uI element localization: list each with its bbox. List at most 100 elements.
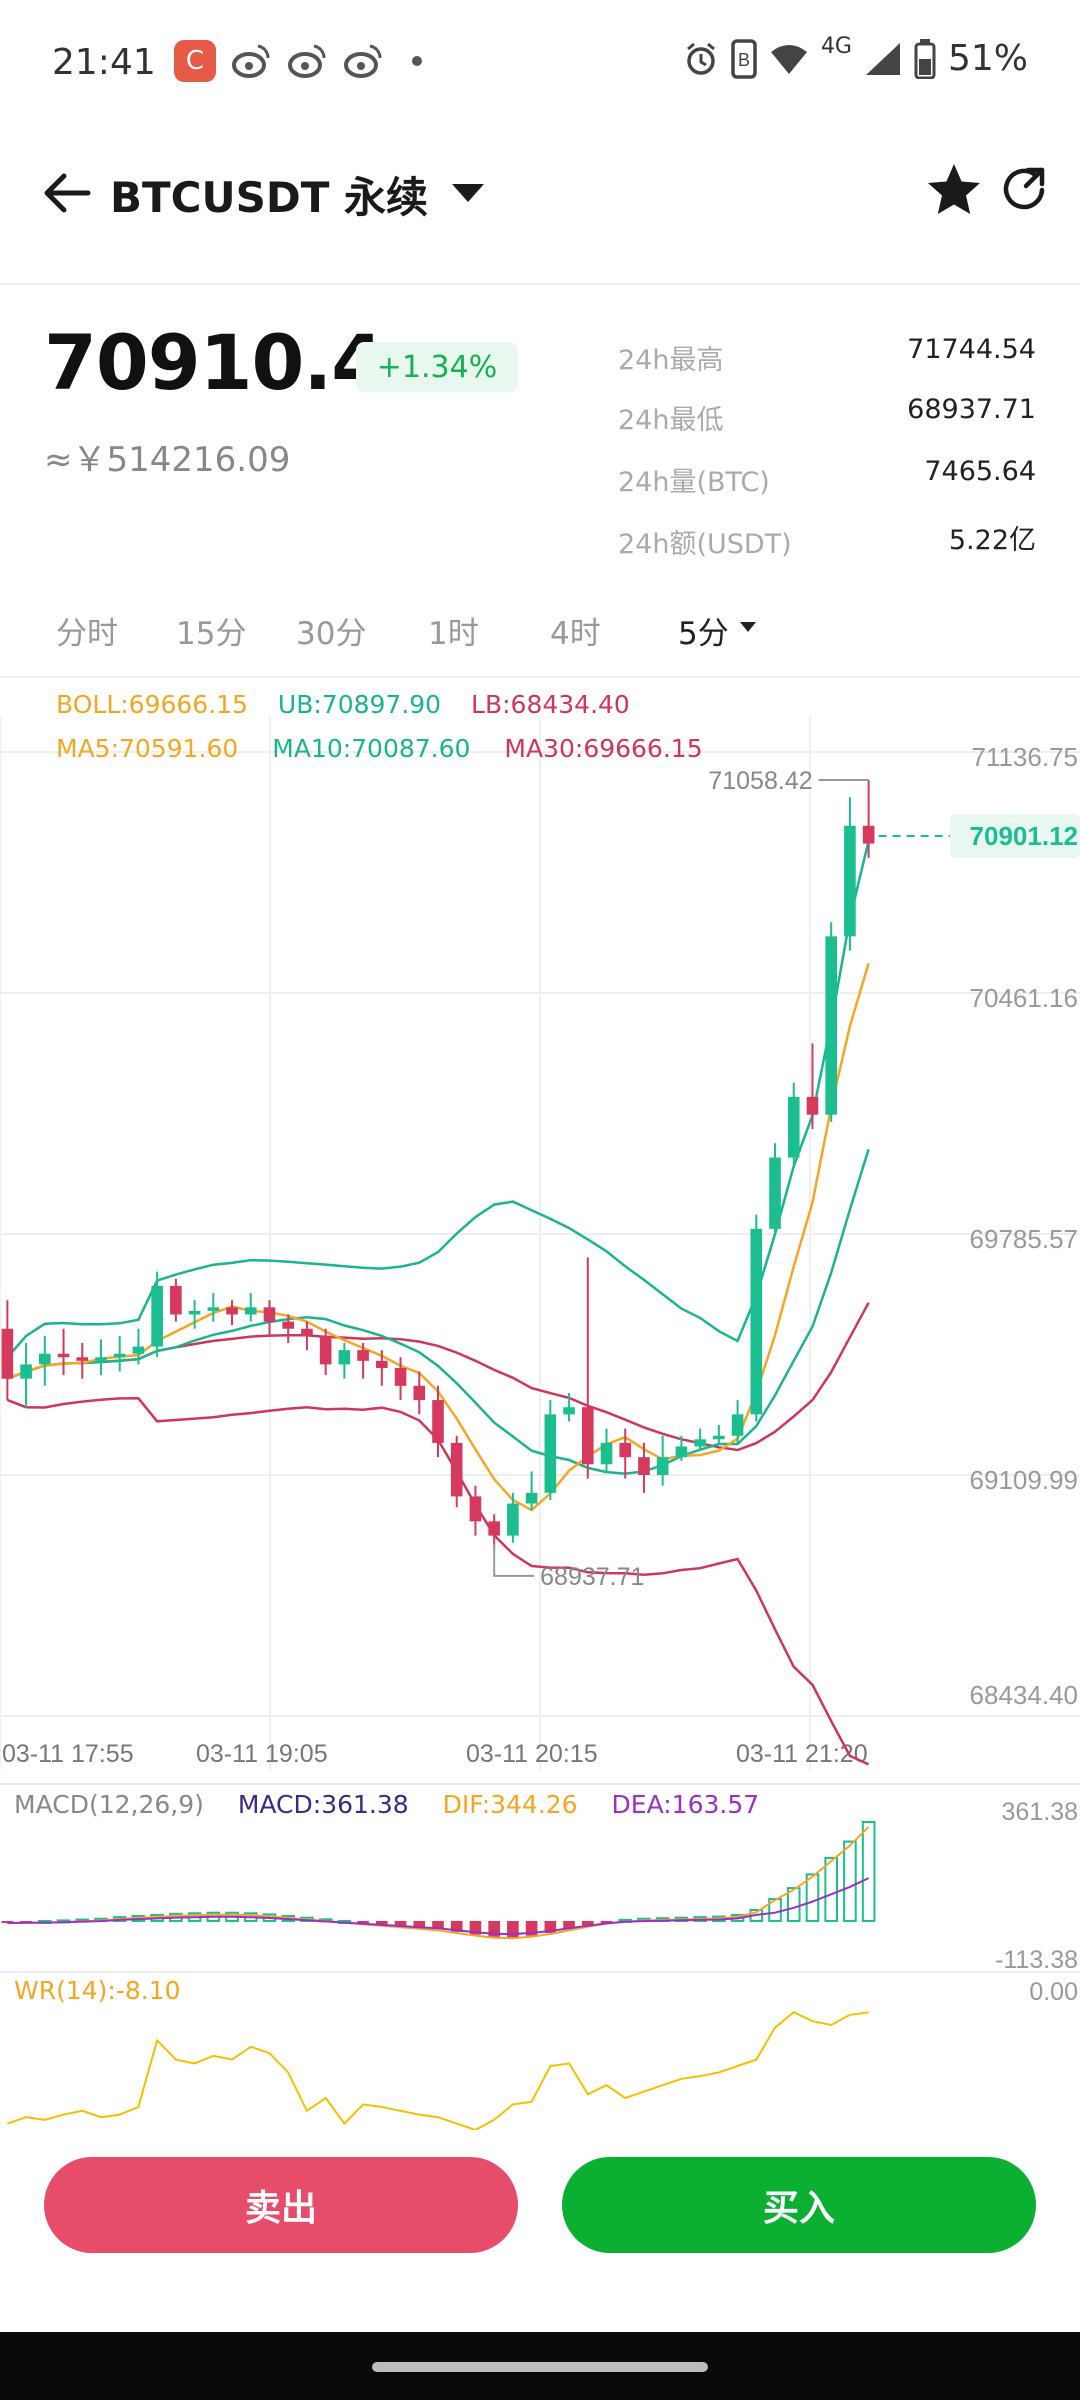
symbol-title[interactable]: BTCUSDT 永续	[110, 173, 428, 222]
tab-caret-down-icon[interactable]	[738, 620, 758, 634]
tab-30m[interactable]: 30分	[296, 616, 367, 652]
candle-body	[357, 1350, 369, 1361]
candle-body	[600, 1442, 613, 1465]
notification-icons: C	[174, 40, 422, 82]
svg-text:B: B	[738, 50, 750, 70]
tab-timeshare[interactable]: 分时	[56, 616, 118, 652]
back-arrow-icon[interactable]	[40, 166, 94, 220]
macd-bar	[805, 1873, 820, 1922]
network-type: 4G	[820, 34, 852, 59]
candle-body	[244, 1307, 257, 1315]
stat-label-low: 24h最低	[618, 405, 724, 436]
ma10-value: MA10:70087.60	[272, 734, 471, 763]
macd-bar	[357, 1920, 369, 1923]
macd-bar	[786, 1887, 801, 1922]
candle-body	[76, 1357, 89, 1361]
weibo-icon	[344, 44, 382, 78]
macd-value: MACD:361.38	[237, 1790, 409, 1819]
tab-4h[interactable]: 4时	[550, 616, 601, 652]
wr-legend: WR(14):-8.10	[14, 1976, 181, 2005]
buy-button[interactable]: 买入	[562, 2157, 1036, 2253]
navigation-bar	[0, 2332, 1080, 2400]
candle-body	[675, 1446, 688, 1458]
header: BTCUSDT 永续	[0, 130, 1080, 285]
candle-body	[638, 1457, 650, 1475]
y-tick-label: 70461.16	[970, 983, 1078, 1013]
tab-5m[interactable]: 5分	[678, 616, 729, 652]
status-time: 21:41	[52, 42, 156, 83]
dif-line	[7, 1826, 870, 1940]
macd-bar	[376, 1920, 388, 1925]
candle-body	[301, 1328, 313, 1336]
y-tick-label: 71136.75	[971, 742, 1078, 772]
stat-value-low: 68937.71	[907, 394, 1036, 425]
macd-bar	[525, 1920, 538, 1936]
tab-15m[interactable]: 15分	[176, 616, 247, 652]
candle-body	[750, 1228, 763, 1415]
candle-body	[151, 1285, 163, 1347]
macd-bar	[563, 1920, 575, 1930]
stat-label-high: 24h最高	[618, 345, 724, 376]
wr-y-tick: 0.00	[1029, 1978, 1078, 2006]
macd-y-tick: -113.38	[995, 1946, 1078, 1974]
high-marker-label: 71058.42	[708, 767, 812, 795]
boll-upper-band	[6, 840, 870, 1359]
candle-body	[544, 1414, 557, 1493]
timeframe-tabs: 分时 15分 30分 1时 4时 5分	[0, 596, 1080, 678]
star-icon[interactable]	[924, 160, 984, 220]
y-tick-label: 69109.99	[970, 1465, 1078, 1495]
battery-level: 51%	[947, 38, 1028, 79]
sell-button[interactable]: 卖出	[44, 2157, 518, 2253]
candle-body	[282, 1321, 295, 1329]
last-price-label: 70901.12	[970, 821, 1078, 851]
candle-body	[469, 1496, 482, 1522]
home-gesture-pill[interactable]	[372, 2362, 708, 2372]
battery-icon	[914, 38, 936, 79]
weibo-icon	[288, 44, 326, 78]
candle-body	[731, 1414, 744, 1436]
dif-value: DIF:344.26	[442, 1790, 578, 1819]
candle-body	[563, 1407, 575, 1415]
candle-body	[825, 936, 837, 1115]
macd-bar	[600, 1920, 613, 1923]
action-bar: 卖出 买入	[0, 2130, 1080, 2330]
candle-body	[113, 1353, 126, 1358]
x-tick-label: 03-11 19:05	[196, 1740, 328, 1768]
macd-bar	[1, 1920, 14, 1923]
boll-legend: BOLL:69666.15 UB:70897.90 LB:68434.40	[56, 690, 630, 719]
candle-body	[132, 1346, 145, 1354]
candle-body	[413, 1385, 426, 1401]
candle-body	[488, 1521, 500, 1536]
candle-body	[581, 1407, 594, 1465]
macd-bar	[413, 1920, 426, 1928]
dea-line	[7, 1877, 870, 1936]
status-bar: 21:41 C B 4G 51%	[0, 0, 1080, 125]
lb-value: LB:68434.40	[471, 690, 630, 719]
tab-1h[interactable]: 1时	[428, 616, 479, 652]
dea-value: DEA:163.57	[611, 1790, 760, 1819]
candle-body	[713, 1435, 725, 1440]
x-tick-label: 03-11 20:15	[466, 1740, 598, 1768]
macd-bar	[581, 1920, 594, 1926]
macd-bar	[469, 1920, 482, 1935]
weibo-icon	[232, 44, 270, 78]
candle-body	[39, 1353, 51, 1365]
candle-body	[263, 1307, 276, 1322]
ub-value: UB:70897.90	[277, 690, 442, 719]
macd-bar	[507, 1920, 519, 1938]
candle-body	[806, 1096, 819, 1115]
share-icon[interactable]	[998, 164, 1050, 216]
cny-price: ≈￥514216.09	[44, 440, 291, 480]
candle-body	[170, 1285, 182, 1315]
candle-body	[844, 825, 856, 937]
kline-chart-svg[interactable]: 71136.75 70461.16 69785.57 69109.99 68434.40…	[0, 680, 1080, 2130]
stat-label-volume: 24h量(BTC)	[618, 467, 770, 498]
stat-value-turnover: 5.22亿	[948, 525, 1036, 556]
candle-body	[525, 1492, 538, 1504]
candle-body	[57, 1353, 70, 1358]
candle-body	[207, 1307, 220, 1311]
candle-body	[394, 1367, 407, 1386]
kline-chart[interactable]: 71136.75 70461.16 69785.57 69109.99 68434.40…	[0, 680, 1080, 2130]
caret-down-icon[interactable]	[448, 178, 488, 208]
y-tick-label: 68434.40	[970, 1680, 1078, 1710]
